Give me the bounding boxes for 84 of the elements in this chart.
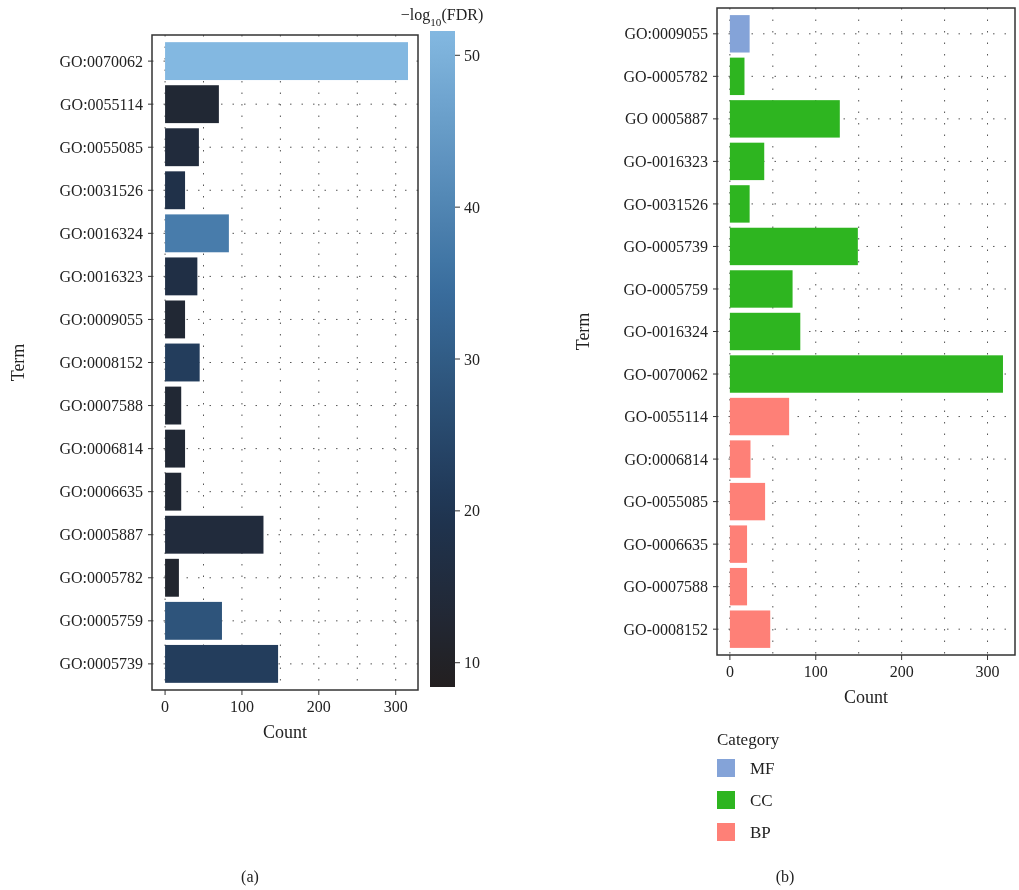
y-tick-label: GO-0005739 — [623, 238, 708, 256]
legend-label: MF — [750, 758, 775, 778]
text: (a) — [241, 868, 259, 886]
bar — [165, 257, 198, 296]
y-tick-label: GO:0005739 — [59, 655, 143, 673]
x-axis-title: Count — [843, 687, 889, 707]
y-tick-label: GO:0005887 — [59, 526, 143, 544]
bar — [729, 440, 751, 478]
y-tick-label: GO-0016323 — [623, 152, 708, 170]
y-tick-label: GO-0007588 — [623, 578, 708, 596]
y-axis-title: Term — [573, 312, 593, 351]
y-tick-label: GO-0031526 — [623, 195, 708, 213]
bar — [165, 300, 186, 339]
text: (b) — [775, 868, 795, 886]
bar — [729, 397, 790, 436]
x-tick-label: 100 — [803, 663, 828, 680]
x-tick-label: 200 — [306, 698, 331, 715]
y-tick-label: GO-0005759 — [623, 280, 708, 298]
color-bar-label: 20 — [464, 502, 480, 520]
y-tick-label: GO:0070062 — [59, 52, 143, 70]
bar — [165, 214, 229, 253]
bar — [165, 42, 409, 81]
bar — [729, 525, 748, 563]
y-tick-label: GO-0070062 — [623, 365, 708, 383]
bar — [729, 15, 750, 53]
x-tick-label: 200 — [889, 663, 914, 680]
bar — [165, 343, 200, 382]
bar — [729, 142, 765, 181]
x-axis-title: Count — [262, 722, 308, 742]
y-tick-label: GO:0031526 — [59, 181, 143, 199]
color-bar-label: 40 — [464, 198, 480, 216]
y-tick-label: GO 0005887 — [624, 110, 708, 128]
bar — [729, 482, 766, 521]
legend-label: BP — [750, 822, 771, 842]
x-tick-label: 100 — [229, 698, 254, 715]
legend-title: Category — [717, 730, 780, 749]
y-tick-label: GO:0016323 — [59, 267, 143, 285]
y-axis-title: Term — [8, 343, 28, 382]
bar — [165, 171, 186, 210]
y-tick-label: GO:0006814 — [59, 440, 143, 458]
bar — [729, 610, 771, 648]
y-tick-label: GO:0009055 — [624, 25, 708, 43]
y-tick-label: GO:0005759 — [59, 612, 143, 630]
color-bar-label: 50 — [464, 46, 480, 64]
y-tick-label: GO-0008152 — [623, 620, 708, 638]
bar — [165, 386, 182, 425]
y-tick-label: GO:0055114 — [60, 95, 143, 113]
y-tick-label: GO-0006635 — [623, 535, 708, 553]
y-tick-label: GO:0016324 — [59, 224, 143, 242]
y-tick-label: GO-0055114 — [624, 408, 708, 426]
y-tick-label: GO:0009055 — [59, 311, 143, 329]
y-tick-label: GO:0055085 — [59, 138, 143, 156]
y-tick-label: GO:0008152 — [59, 354, 143, 372]
y-tick-label: GO:0006814 — [624, 450, 708, 468]
bar — [729, 57, 745, 96]
bar — [729, 355, 1003, 393]
bar — [729, 567, 748, 606]
x-tick-label: 300 — [383, 698, 408, 715]
bar — [165, 128, 199, 167]
bar — [165, 85, 219, 124]
y-tick-label: GO:0006635 — [59, 483, 143, 501]
bar — [165, 515, 264, 554]
y-tick-label: GO-0016324 — [623, 323, 708, 341]
x-tick-label: 0 — [161, 698, 170, 715]
color-bar-label: 10 — [464, 654, 480, 672]
color-bar-label: 30 — [464, 350, 480, 368]
bar — [729, 227, 858, 266]
x-tick-label: 0 — [725, 663, 734, 680]
bar — [729, 185, 750, 223]
bar — [165, 601, 222, 640]
y-tick-label: GO-0005782 — [623, 67, 708, 85]
bar — [729, 312, 801, 351]
bar — [165, 472, 182, 511]
y-tick-label: GO-0055085 — [623, 493, 708, 511]
y-tick-label: GO:0007588 — [59, 397, 143, 415]
bar — [165, 644, 279, 683]
y-tick-label: GO:0005782 — [59, 569, 143, 587]
color-bar-title: −log$_{10}$(FDR) — [400, 6, 484, 28]
legend-label: CC — [750, 790, 773, 810]
bar — [165, 429, 186, 468]
bar — [729, 270, 793, 308]
bar — [729, 100, 840, 138]
x-tick-label: 300 — [975, 663, 1000, 680]
bar — [165, 558, 179, 597]
